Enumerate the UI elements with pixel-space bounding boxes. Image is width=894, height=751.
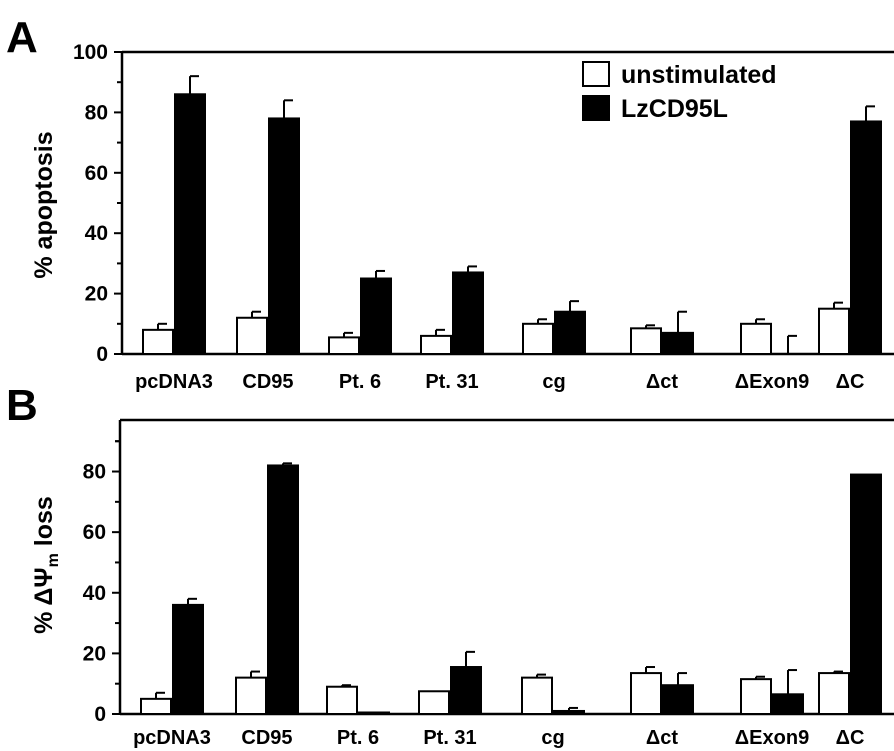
panel-b-bar-unstimulated xyxy=(521,676,553,715)
panel-b-category-label: ΔC xyxy=(836,727,865,749)
legend-label-unstimulated: unstimulated xyxy=(621,61,777,89)
panel-a-bar-unstimulated xyxy=(420,334,452,356)
legend-label-lzcd95l: LzCD95L xyxy=(621,95,728,123)
panel-a-y-tick-label: 20 xyxy=(85,283,108,306)
panel-a-chart: 0 20 40 60 80 100 pcDNA3 CD95 Pt. 6 Pt. 31 cg Δct ΔE… xyxy=(73,41,894,393)
panel-b-bar-lzcd95l xyxy=(267,464,299,716)
panel-a-y-tick-label: 40 xyxy=(85,222,108,245)
panel-a-bar-unstimulated xyxy=(630,327,662,355)
panel-b-y-tick-label: 20 xyxy=(83,642,106,665)
panel-b-y-axis-title-prefix: % ΔΨ xyxy=(30,567,58,633)
panel-b-bar-lzcd95l xyxy=(450,666,482,716)
panel-a-y-axis-title: % apoptosis xyxy=(30,131,58,278)
panel-letter-b: B xyxy=(6,381,38,430)
legend-swatch-unstimulated xyxy=(582,61,610,87)
panel-a-bar-lzcd95l xyxy=(850,120,882,355)
panel-a-category-label: pcDNA3 xyxy=(135,371,213,393)
panel-b-chart: 0 20 40 60 80 pcDNA3 CD95 Pt. 6 Pt. 31 cg Δct ΔExon… xyxy=(83,418,894,749)
panel-b-bar-lzcd95l xyxy=(662,684,694,715)
panel-a-category-label: ΔC xyxy=(836,371,865,393)
panel-a-bar-unstimulated xyxy=(236,316,268,356)
panel-a-category-label: ΔExon9 xyxy=(735,371,809,393)
panel-b-y-axis-title: % ΔΨm loss xyxy=(30,496,62,634)
panel-b-bar-lzcd95l xyxy=(772,693,804,715)
panel-b-bar-unstimulated xyxy=(418,690,450,716)
panel-b-y-tick-label: 60 xyxy=(83,521,106,544)
panel-a-bar-lzcd95l xyxy=(268,117,300,355)
panel-a-bar-lzcd95l xyxy=(662,331,694,355)
panel-a-y-tick-label: 0 xyxy=(96,343,108,366)
panel-a-category-label: Pt. 6 xyxy=(339,371,381,393)
panel-letter-a: A xyxy=(6,13,38,62)
panel-b-category-label: CD95 xyxy=(241,727,292,749)
panel-a-category-label: Pt. 31 xyxy=(425,371,478,393)
panel-b-bar-unstimulated xyxy=(235,676,267,715)
panel-b-bar-unstimulated xyxy=(140,697,172,715)
panel-b-y-tick-label: 0 xyxy=(94,703,106,726)
panel-b-category-label: Pt. 31 xyxy=(423,727,476,749)
panel-b-bar-lzcd95l xyxy=(172,603,204,715)
panel-b-bar-unstimulated xyxy=(740,678,772,716)
panel-b-y-tick-label: 80 xyxy=(83,461,106,484)
panel-a-bar-unstimulated xyxy=(740,322,772,355)
panel-a-bar-unstimulated xyxy=(818,307,850,356)
panel-b-category-label: ΔExon9 xyxy=(735,727,809,749)
panel-a-bar-lzcd95l xyxy=(452,271,484,355)
panel-a-category-label: CD95 xyxy=(242,371,293,393)
panel-b-category-label: Pt. 6 xyxy=(337,727,379,749)
panel-a-category-label: cg xyxy=(542,371,565,393)
panel-a-y-tick-label: 80 xyxy=(85,101,108,124)
panel-a-y-tick-label: 100 xyxy=(73,41,108,64)
panel-a-bar-unstimulated xyxy=(522,322,554,355)
panel-a-bar-lzcd95l xyxy=(174,93,206,355)
panel-a-bar-unstimulated xyxy=(142,328,174,355)
panel-a-y-tick-label: 60 xyxy=(85,162,108,185)
panel-a-bar-unstimulated xyxy=(328,336,360,356)
panel-a-bar-lzcd95l xyxy=(554,310,586,355)
panel-a-category-label: Δct xyxy=(646,371,678,393)
panel-b-bar-lzcd95l xyxy=(553,709,585,715)
panel-b-category-label: cg xyxy=(541,727,564,749)
panel-b-category-label: Δct xyxy=(646,727,678,749)
panel-b-y-tick-label: 40 xyxy=(83,582,106,605)
panel-b-bar-unstimulated xyxy=(818,672,850,715)
panel-b-bar-lzcd95l xyxy=(850,473,882,715)
legend-swatch-lzcd95l xyxy=(582,95,610,121)
panel-a-bar-lzcd95l xyxy=(360,277,392,355)
panel-b-y-axis-title-suffix: loss xyxy=(30,496,58,553)
panel-b-bar-unstimulated xyxy=(630,672,662,715)
panel-b-category-label: pcDNA3 xyxy=(133,727,211,749)
panel-b-bar-lzcd95l xyxy=(358,711,390,716)
panel-b-bar-unstimulated xyxy=(326,685,358,716)
panel-b-y-axis-title-subscript: m xyxy=(45,553,62,567)
